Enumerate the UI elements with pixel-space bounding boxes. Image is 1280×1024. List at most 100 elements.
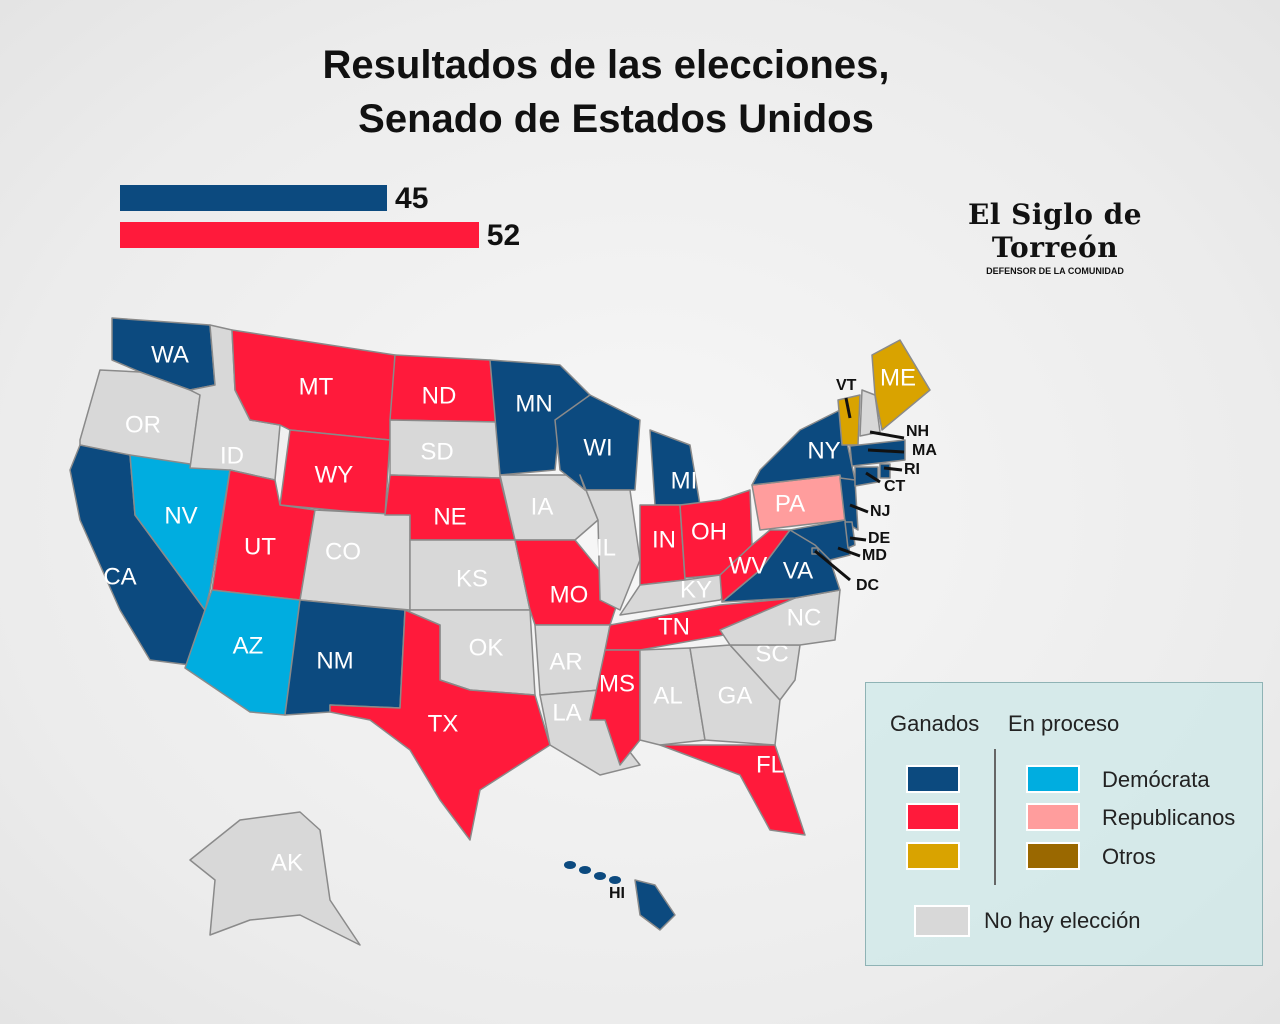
leader-line-ri bbox=[883, 466, 903, 472]
democrat-seats-value: 45 bbox=[395, 182, 429, 215]
state-label-nj: NJ bbox=[870, 503, 890, 520]
logo-tagline: DEFENSOR DE LA COMUNIDAD bbox=[986, 266, 1124, 276]
swatch-no-election bbox=[914, 905, 970, 937]
state-md bbox=[789, 519, 851, 561]
leader-line-nh bbox=[869, 430, 905, 440]
legend-no-election: No hay elección bbox=[984, 908, 1141, 933]
state-ct bbox=[854, 466, 879, 487]
democrat-seats-bar bbox=[120, 185, 388, 211]
state-label-ca: CA bbox=[103, 563, 136, 590]
state-label-ct: CT bbox=[884, 478, 906, 495]
state-label-mi: MI bbox=[671, 467, 698, 494]
state-label-vt: VT bbox=[836, 377, 857, 394]
swatch-oth-pending bbox=[1026, 842, 1080, 870]
title-line-1: Resultados de las elecciones, bbox=[322, 43, 890, 87]
state-label-or: OR bbox=[125, 411, 161, 438]
state-nh bbox=[859, 389, 881, 437]
state-label-nv: NV bbox=[164, 502, 197, 529]
page-title: Resultados de las elecciones, Senado de … bbox=[0, 38, 1212, 146]
swatch-rep-won bbox=[906, 803, 960, 831]
legend-democrat: Demócrata bbox=[1102, 767, 1210, 792]
logo-name: El Siglo de Torreón bbox=[967, 198, 1143, 264]
state-vt bbox=[837, 394, 861, 446]
state-label-mt: MT bbox=[299, 373, 334, 400]
state-label-ut: UT bbox=[244, 533, 276, 560]
state-label-nm: NM bbox=[316, 647, 353, 674]
state-label-pa: PA bbox=[775, 490, 805, 517]
leader-line-dc bbox=[814, 549, 851, 582]
state-label-al: AL bbox=[653, 682, 682, 709]
state-me bbox=[871, 339, 931, 431]
state-label-sd: SD bbox=[420, 438, 453, 465]
state-label-nd: ND bbox=[422, 382, 457, 409]
state-label-mo: MO bbox=[550, 581, 589, 608]
state-label-de: DE bbox=[868, 530, 891, 547]
state-label-ok: OK bbox=[469, 634, 504, 661]
state-ga bbox=[689, 644, 781, 746]
logo: El Siglo de Torreón DEFENSOR DE LA COMUN… bbox=[925, 198, 1185, 276]
state-label-la: LA bbox=[552, 699, 581, 726]
swatch-dem-won bbox=[906, 765, 960, 793]
state-label-ne: NE bbox=[433, 503, 466, 530]
legend-others: Otros bbox=[1102, 844, 1156, 869]
state-tx bbox=[329, 609, 551, 841]
hawaii-island bbox=[564, 861, 576, 869]
state-label-ks: KS bbox=[456, 565, 488, 592]
state-ri bbox=[879, 463, 891, 479]
state-label-va: VA bbox=[783, 557, 813, 584]
leader-line-md bbox=[837, 546, 861, 558]
state-ma bbox=[849, 439, 906, 467]
legend-divider bbox=[994, 749, 996, 885]
republican-seats-value: 52 bbox=[486, 219, 521, 252]
state-ak bbox=[189, 811, 361, 946]
state-label-hi: HI bbox=[609, 885, 625, 902]
state-label-tx: TX bbox=[428, 710, 459, 737]
state-label-wy: WY bbox=[315, 461, 354, 488]
state-label-nh: NH bbox=[906, 423, 929, 440]
state-label-ri: RI bbox=[904, 461, 920, 478]
state-label-ny: NY bbox=[807, 437, 840, 464]
leader-line-ma bbox=[867, 448, 905, 454]
state-label-co: CO bbox=[325, 538, 361, 565]
state-label-ga: GA bbox=[718, 682, 753, 709]
state-hi bbox=[634, 879, 676, 931]
legend: Ganados En proceso Demócrata Republicano… bbox=[865, 682, 1263, 966]
state-label-me: ME bbox=[880, 364, 916, 391]
state-label-dc: DC bbox=[856, 577, 880, 594]
leader-line-de bbox=[849, 536, 867, 542]
state-label-in: IN bbox=[652, 526, 676, 553]
state-il bbox=[579, 474, 641, 611]
swatch-oth-won bbox=[906, 842, 960, 870]
legend-pending-header: En proceso bbox=[1008, 711, 1120, 736]
leader-line-nj bbox=[849, 503, 869, 514]
state-label-wa: WA bbox=[151, 341, 189, 368]
state-label-ia: IA bbox=[531, 493, 554, 520]
state-label-ky: KY bbox=[680, 576, 712, 603]
hawaii-island bbox=[609, 876, 621, 884]
legend-republican: Republicanos bbox=[1102, 805, 1236, 830]
leader-line-vt bbox=[844, 397, 852, 419]
swatch-rep-pending bbox=[1026, 803, 1080, 831]
state-label-ak: AK bbox=[271, 849, 303, 876]
legend-won-header: Ganados bbox=[890, 711, 980, 736]
state-label-id: ID bbox=[220, 442, 244, 469]
swatch-dem-pending bbox=[1026, 765, 1080, 793]
title-line-2: Senado de Estados Unidos bbox=[358, 97, 874, 141]
state-wi bbox=[554, 394, 641, 491]
hawaii-island bbox=[579, 866, 591, 874]
state-label-ma: MA bbox=[912, 442, 937, 459]
republican-seats-bar bbox=[120, 222, 479, 248]
state-label-ms: MS bbox=[599, 670, 635, 697]
state-label-il: IL bbox=[596, 534, 616, 561]
state-nj bbox=[839, 477, 859, 531]
state-label-wi: WI bbox=[583, 434, 612, 461]
state-label-ar: AR bbox=[549, 648, 582, 675]
state-de bbox=[844, 521, 856, 549]
state-label-fl: FL bbox=[756, 751, 784, 778]
leader-line-ct bbox=[865, 471, 881, 484]
state-al bbox=[639, 647, 706, 746]
hawaii-island bbox=[594, 872, 606, 880]
state-label-mn: MN bbox=[515, 390, 552, 417]
state-fl bbox=[659, 744, 806, 836]
